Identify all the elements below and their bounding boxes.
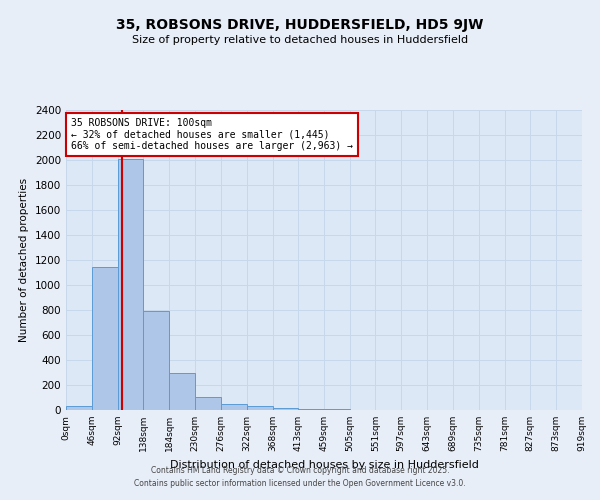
Bar (169, 372, 195, 410)
X-axis label: Distribution of detached houses by size in Huddersfield: Distribution of detached houses by size … (170, 460, 478, 469)
Text: Contains HM Land Registry data © Crown copyright and database right 2025.
Contai: Contains HM Land Registry data © Crown c… (134, 466, 466, 487)
Text: 35 ROBSONS DRIVE: 100sqm
← 32% of detached houses are smaller (1,445)
66% of sem: 35 ROBSONS DRIVE: 100sqm ← 32% of detach… (71, 118, 353, 150)
Bar (221, 404, 247, 410)
Y-axis label: Number of detached properties: Number of detached properties (19, 178, 29, 342)
Bar (92, 267, 118, 410)
Bar (272, 408, 298, 410)
Bar (298, 409, 324, 410)
Bar (195, 397, 221, 410)
Bar (118, 159, 143, 410)
Bar (247, 406, 272, 410)
Bar (143, 311, 169, 410)
Text: 35, ROBSONS DRIVE, HUDDERSFIELD, HD5 9JW: 35, ROBSONS DRIVE, HUDDERSFIELD, HD5 9JW (116, 18, 484, 32)
Bar (66, 406, 92, 410)
Text: Size of property relative to detached houses in Huddersfield: Size of property relative to detached ho… (132, 35, 468, 45)
